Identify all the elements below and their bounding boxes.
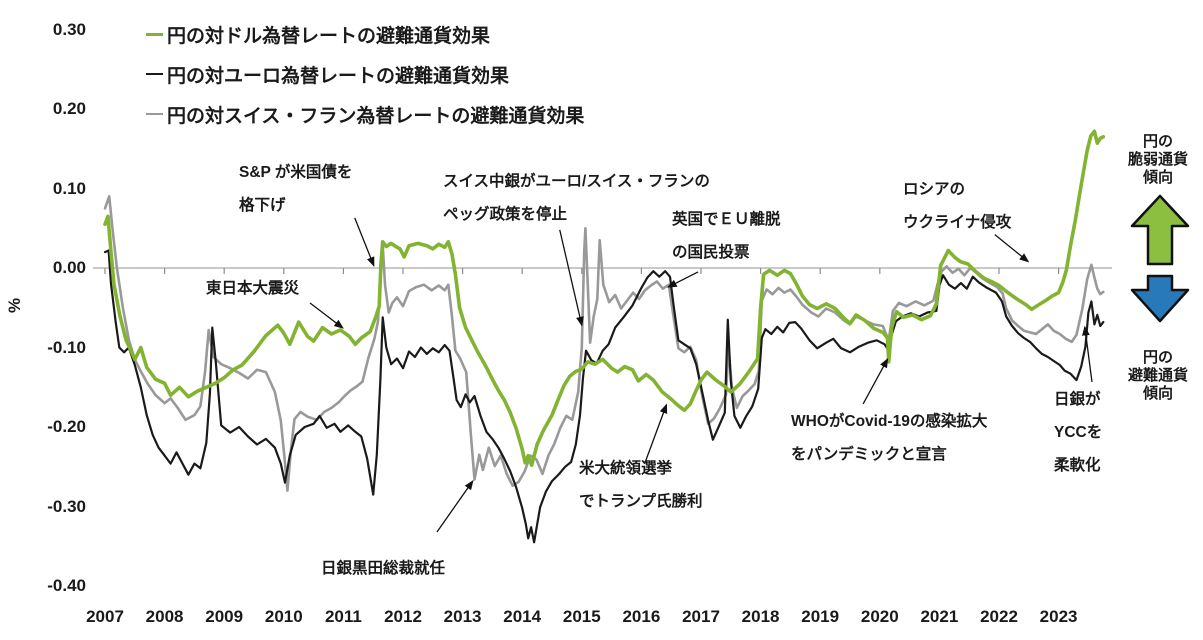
yen-haven-down-arrow-icon xyxy=(1130,274,1190,323)
legend: 円の対ドル為替レートの避難通貨効果 円の対ユーロ為替レートの避難通貨効果 円の対… xyxy=(146,14,584,134)
legend-label-usd: 円の対ドル為替レートの避難通貨効果 xyxy=(167,25,491,47)
x-tick-label: 2018 xyxy=(741,607,780,626)
y-tick-label: -0.20 xyxy=(47,417,86,436)
legend-item-usd: 円の対ドル為替レートの避難通貨効果 xyxy=(146,14,584,54)
x-tick-label: 2015 xyxy=(562,607,601,626)
yen-haven-tendency-label: 円の 避難通貨 傾向 xyxy=(1127,349,1188,402)
annotation-arrows xyxy=(309,217,1093,533)
annotation-tohoku-earthquake: 東日本大震災 xyxy=(206,280,300,297)
annotation-sp-downgrade: S&P が米国債を 格下げ xyxy=(239,164,353,214)
y-tick-label: 0.20 xyxy=(52,99,86,118)
annotation-trump-election: 米大統領選挙 でトランプ氏勝利 xyxy=(579,460,703,510)
x-tick-label: 2014 xyxy=(503,607,542,626)
x-tick-label: 2007 xyxy=(86,607,124,626)
y-tick-label: -0.30 xyxy=(47,496,86,516)
x-tick-label: 2010 xyxy=(264,607,303,626)
x-tick-label: 2020 xyxy=(860,607,899,626)
x-tick-label: 2011 xyxy=(324,607,362,626)
annotation-boj-ycc: 日銀が YCCを 柔軟化 xyxy=(1054,391,1103,474)
legend-label-eur: 円の対ユーロ為替レートの避難通貨効果 xyxy=(167,65,510,87)
x-tick-label: 2021 xyxy=(920,607,959,626)
yen-weak-tendency-label: 円の 脆弱通貨 傾向 xyxy=(1127,133,1188,186)
x-tick-label: 2023 xyxy=(1039,607,1078,626)
x-tick-label: 2012 xyxy=(384,607,422,626)
x-tick-label: 2022 xyxy=(980,607,1018,626)
legend-label-chf: 円の対スイス・フラン為替レートの避難通貨効果 xyxy=(167,105,585,127)
annotation-kuroda: 日銀黒田総裁就任 xyxy=(321,560,446,577)
annotation-snb-peg: スイス中銀がユーロ/スイス・フランの ペッグ政策を停止 xyxy=(443,173,710,223)
x-tick-label: 2013 xyxy=(443,607,482,626)
x-tick-label: 2016 xyxy=(622,607,661,626)
y-tick-label: -0.10 xyxy=(47,337,86,357)
chf-line-swatch-icon xyxy=(146,112,163,116)
y-tick-label: 0.10 xyxy=(52,178,86,198)
x-tick-label: 2017 xyxy=(682,607,720,626)
annotation-who-covid: WHOがCovid-19の感染拡大 をパンデミックと宣言 xyxy=(791,413,988,463)
data-series-lines xyxy=(103,129,1106,544)
x-tick-label: 2009 xyxy=(205,607,244,626)
legend-item-chf: 円の対スイス・フラン為替レートの避難通貨効果 xyxy=(146,94,584,134)
annotation-brexit: 英国でＥＵ離脱 の国民投票 xyxy=(672,211,781,261)
x-tick-label: 2019 xyxy=(801,607,840,626)
y-axis-unit-label: % xyxy=(5,297,24,313)
usd-line-swatch-icon xyxy=(146,32,163,36)
x-tick-label: 2008 xyxy=(145,607,184,626)
eur-line-swatch-icon xyxy=(146,72,163,76)
annotation-russia-ukraine: ロシアの ウクライナ侵攻 xyxy=(903,181,1012,231)
legend-item-eur: 円の対ユーロ為替レートの避難通貨効果 xyxy=(146,54,584,94)
y-tick-label: 0.30 xyxy=(52,19,86,39)
y-tick-label: 0.00 xyxy=(52,258,86,277)
y-tick-label: -0.40 xyxy=(47,576,86,595)
yen-weak-up-arrow-icon xyxy=(1130,194,1190,266)
